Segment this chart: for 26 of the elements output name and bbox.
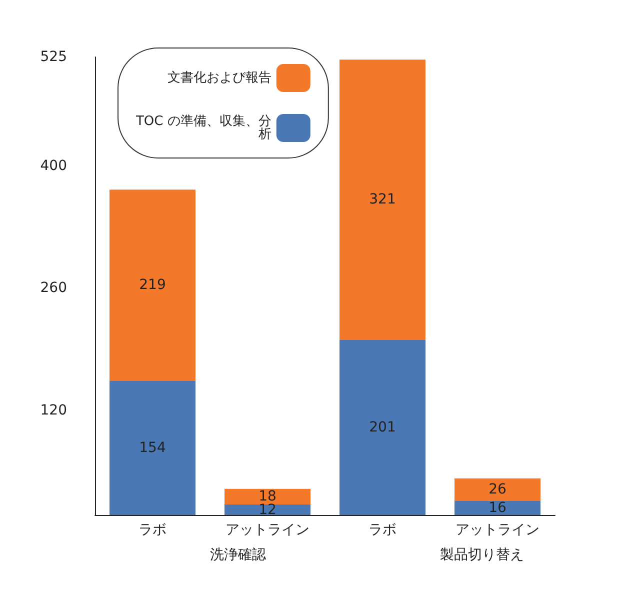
text: 製品切り替え bbox=[440, 547, 524, 563]
y-tick-label: 525 bbox=[40, 49, 67, 65]
bar bbox=[454, 478, 540, 502]
bar bbox=[340, 60, 426, 340]
data-label: 16 bbox=[488, 500, 506, 516]
x-tick-label: ラボ bbox=[368, 522, 396, 538]
x-tick-label: アットライン bbox=[456, 522, 540, 538]
y-tick-label: 120 bbox=[40, 402, 67, 418]
bar bbox=[224, 488, 310, 505]
data-label: 219 bbox=[139, 277, 166, 294]
data-label: 154 bbox=[139, 440, 166, 456]
x-tick-label: ラボ bbox=[138, 522, 166, 538]
bar bbox=[224, 504, 310, 515]
data-label: 201 bbox=[369, 419, 396, 436]
data-label: 321 bbox=[369, 192, 396, 208]
bar bbox=[340, 340, 426, 515]
text: 洗浄確認 bbox=[210, 547, 266, 563]
bar bbox=[110, 190, 196, 381]
y-tick-label: 260 bbox=[40, 280, 67, 296]
legend-label: 文書化および報告 bbox=[167, 70, 272, 86]
bar bbox=[110, 380, 196, 515]
legend-label: TOC の準備、収集、分析 bbox=[134, 114, 272, 142]
y-tick-label: 400 bbox=[40, 158, 67, 174]
x-tick-label: アットライン bbox=[226, 522, 310, 538]
data-label: 26 bbox=[488, 482, 506, 498]
bar bbox=[454, 501, 540, 515]
